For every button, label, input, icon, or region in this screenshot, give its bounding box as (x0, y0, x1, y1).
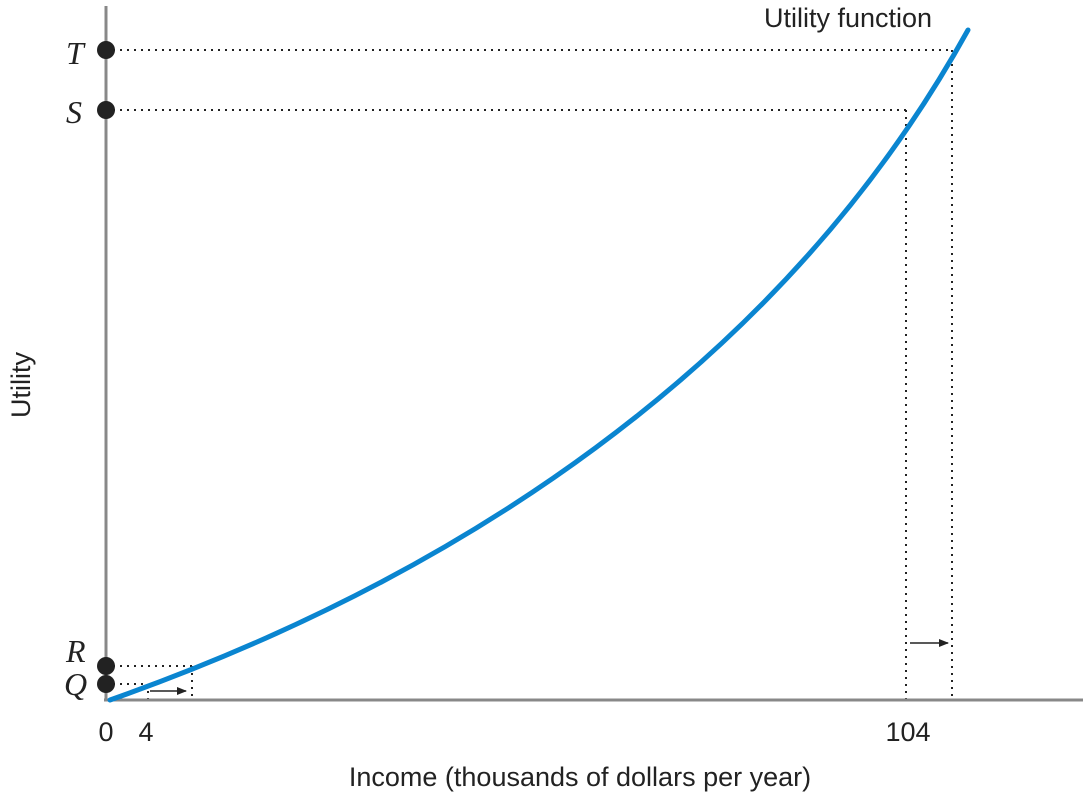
point-label-r: R (65, 633, 86, 669)
point-s-marker (97, 101, 115, 119)
point-q-marker (97, 675, 115, 693)
x-tick-label-4: 4 (138, 717, 153, 747)
point-r-marker (97, 657, 115, 675)
point-t-marker (97, 41, 115, 59)
utility-curve (107, 27, 971, 703)
x-tick-label-0: 0 (98, 717, 113, 747)
point-label-s: S (66, 94, 82, 130)
point-label-q: Q (64, 666, 87, 702)
point-label-t: T (66, 35, 86, 71)
curve-label: Utility function (764, 3, 932, 33)
x-axis-title: Income (thousands of dollars per year) (349, 762, 811, 792)
guide-lines (106, 49, 953, 700)
y-axis-title: Utility (6, 352, 36, 418)
x-tick-label-104: 104 (885, 717, 930, 747)
